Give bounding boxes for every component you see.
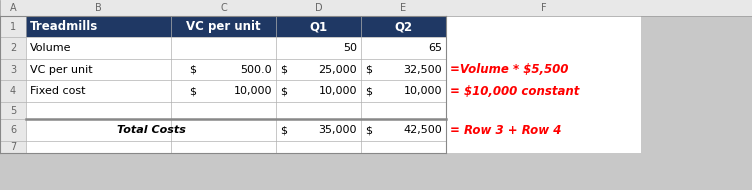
- Text: Q2: Q2: [395, 20, 413, 33]
- Text: $: $: [189, 65, 196, 74]
- Text: $: $: [365, 65, 372, 74]
- Bar: [26, 16, 641, 37]
- Text: 2: 2: [10, 43, 16, 53]
- Text: D: D: [314, 3, 323, 13]
- Text: 10,000: 10,000: [234, 86, 272, 96]
- Text: $: $: [280, 125, 287, 135]
- Text: 42,500: 42,500: [403, 125, 442, 135]
- Text: 3: 3: [10, 65, 16, 74]
- Text: $: $: [365, 86, 372, 96]
- Text: 50: 50: [343, 43, 357, 53]
- Bar: [0, 80, 26, 102]
- Bar: [26, 80, 641, 102]
- Text: Volume: Volume: [30, 43, 71, 53]
- Text: 6: 6: [10, 125, 16, 135]
- Bar: [0, 16, 26, 37]
- Text: 35,000: 35,000: [319, 125, 357, 135]
- Text: 500.0: 500.0: [241, 65, 272, 74]
- Text: 10,000: 10,000: [319, 86, 357, 96]
- Bar: [0, 119, 26, 141]
- Text: $: $: [280, 65, 287, 74]
- Text: = $10,000 constant: = $10,000 constant: [450, 85, 579, 97]
- Text: Treadmills: Treadmills: [30, 20, 99, 33]
- Text: Fixed cost: Fixed cost: [30, 86, 86, 96]
- Text: E: E: [400, 3, 407, 13]
- Bar: [0, 59, 26, 80]
- Bar: [26, 141, 641, 153]
- Bar: [26, 16, 446, 37]
- Text: VC per unit: VC per unit: [186, 20, 261, 33]
- Text: $: $: [189, 86, 196, 96]
- Bar: [26, 37, 641, 59]
- Bar: [0, 141, 26, 153]
- Bar: [26, 102, 641, 119]
- Text: 65: 65: [428, 43, 442, 53]
- Text: 25,000: 25,000: [318, 65, 357, 74]
- Text: $: $: [365, 125, 372, 135]
- Text: Total Costs: Total Costs: [117, 125, 186, 135]
- Text: 7: 7: [10, 142, 16, 152]
- Text: F: F: [541, 3, 546, 13]
- Bar: [0, 37, 26, 59]
- Text: A: A: [10, 3, 17, 13]
- Bar: [26, 59, 641, 80]
- Text: Q1: Q1: [309, 20, 328, 33]
- Text: $: $: [280, 86, 287, 96]
- Text: 10,000: 10,000: [404, 86, 442, 96]
- Bar: [26, 119, 641, 141]
- Text: =Volume * $5,500: =Volume * $5,500: [450, 63, 569, 76]
- Text: 1: 1: [10, 21, 16, 32]
- Text: B: B: [95, 3, 102, 13]
- Bar: [0, 0, 752, 16]
- Text: 5: 5: [10, 106, 16, 116]
- Text: C: C: [220, 3, 227, 13]
- Text: 4: 4: [10, 86, 16, 96]
- Text: 32,500: 32,500: [403, 65, 442, 74]
- Text: = Row 3 + Row 4: = Row 3 + Row 4: [450, 124, 562, 137]
- Bar: [0, 102, 26, 119]
- Text: VC per unit: VC per unit: [30, 65, 92, 74]
